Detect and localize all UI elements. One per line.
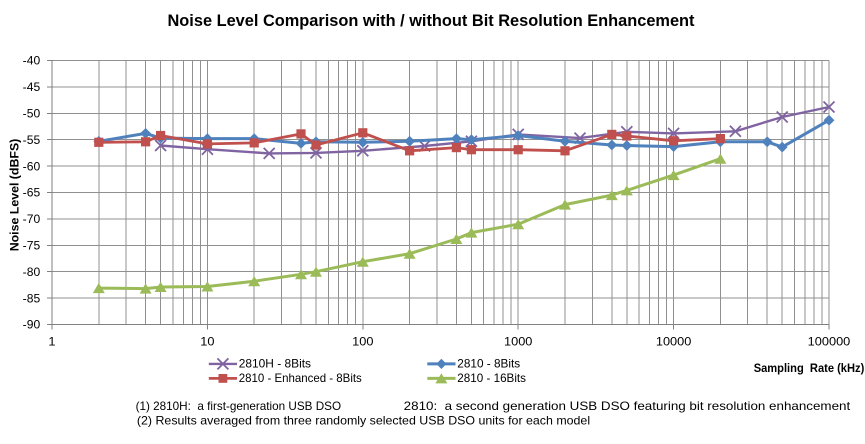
svg-text:-55: -55 [23,133,41,147]
svg-text:2810 - 8Bits: 2810 - 8Bits [457,358,520,371]
svg-text:-45: -45 [23,80,41,94]
svg-text:-75: -75 [23,239,41,253]
svg-text:-90: -90 [23,318,41,332]
svg-text:100000: 100000 [808,334,851,348]
svg-text:(2) Results averaged from thre: (2) Results averaged from three randomly… [137,414,590,428]
svg-text:-60: -60 [23,159,41,173]
svg-text:-80: -80 [23,265,41,279]
svg-text:-85: -85 [23,291,41,305]
svg-text:1: 1 [48,334,55,348]
svg-text:-65: -65 [23,186,41,200]
svg-text:-50: -50 [23,107,41,121]
svg-text:Sampling Rate (kHz): Sampling Rate (kHz) [754,361,865,375]
svg-text:(1) 2810H: a first-generation: (1) 2810H: a first-generation USB DSO [136,399,342,413]
svg-text:1000: 1000 [504,334,533,348]
svg-text:10000: 10000 [656,334,692,348]
svg-text:10: 10 [200,334,215,348]
svg-text:-40: -40 [23,54,41,68]
svg-text:2810 - 16Bits: 2810 - 16Bits [457,372,526,385]
svg-text:2810 - Enhanced - 8Bits: 2810 - Enhanced - 8Bits [239,372,362,385]
svg-text:100: 100 [352,334,374,348]
svg-text:2810H - 8Bits: 2810H - 8Bits [239,358,311,371]
svg-text:Noise Level Comparison with /: Noise Level Comparison with / without Bi… [168,12,696,30]
svg-text:2810: a second generation USB: 2810: a second generation USB DSO featur… [404,399,851,413]
svg-text:Noise Level (dBFS): Noise Level (dBFS) [8,139,22,252]
svg-text:-70: -70 [23,212,41,226]
